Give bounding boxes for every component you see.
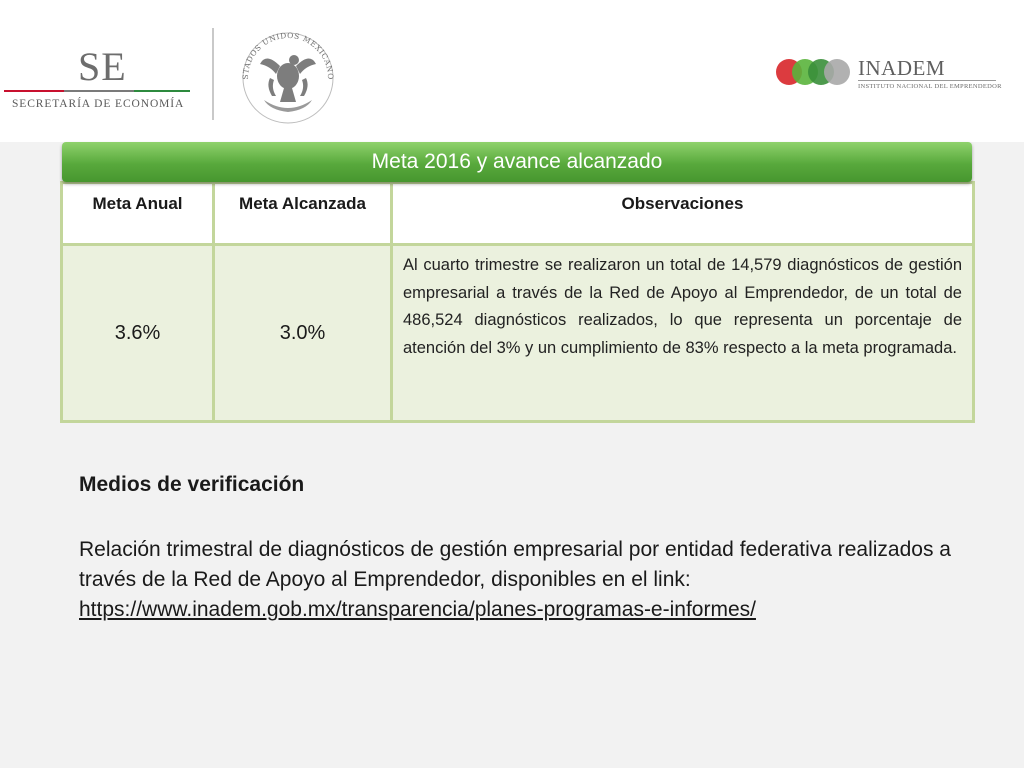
se-logo-letters: SE (78, 44, 127, 89)
column-header-meta-alcanzada: Meta Alcanzada (212, 181, 393, 246)
se-logo-subtitle: SECRETARÍA DE ECONOMÍA (12, 98, 185, 110)
cell-meta-anual: 3.6% (60, 243, 215, 423)
verification-title: Medios de verificación (79, 473, 305, 496)
se-logo-red-accent (4, 90, 64, 92)
inadem-subtitle: INSTITUTO NACIONAL DEL EMPRENDEDOR (858, 83, 1002, 90)
se-logo-rule (4, 90, 190, 92)
verification-text: Relación trimestral de diagnósticos de g… (79, 538, 951, 591)
goals-table: Meta Anual Meta Alcanzada Observaciones … (60, 181, 975, 423)
header-bar: SE SECRETARÍA DE ECONOMÍA ESTADOS UNIDOS… (0, 0, 1024, 142)
table-row: 3.6% 3.0% Al cuarto trimestre se realiza… (60, 243, 975, 423)
table-header-row: Meta Anual Meta Alcanzada Observaciones (60, 181, 975, 246)
verification-body: Relación trimestral de diagnósticos de g… (79, 535, 959, 625)
se-logo-green-accent (134, 90, 190, 92)
mexico-seal-icon: ESTADOS UNIDOS MEXICANOS (236, 26, 334, 124)
column-header-observaciones: Observaciones (390, 181, 975, 246)
column-header-meta-anual: Meta Anual (60, 181, 215, 246)
inadem-name: INADEM (858, 56, 945, 80)
inadem-logo: INADEM INSTITUTO NACIONAL DEL EMPRENDEDO… (776, 56, 1006, 96)
se-logo: SE SECRETARÍA DE ECONOMÍA (0, 40, 195, 120)
verification-link[interactable]: https://www.inadem.gob.mx/transparencia/… (79, 598, 756, 621)
logo-divider (212, 28, 214, 120)
inadem-rule (858, 80, 996, 81)
table-title-banner: Meta 2016 y avance alcanzado (62, 142, 972, 182)
inadem-circle-gray (824, 59, 850, 85)
cell-observaciones: Al cuarto trimestre se realizaron un tot… (390, 243, 975, 423)
cell-meta-alcanzada: 3.0% (212, 243, 393, 423)
